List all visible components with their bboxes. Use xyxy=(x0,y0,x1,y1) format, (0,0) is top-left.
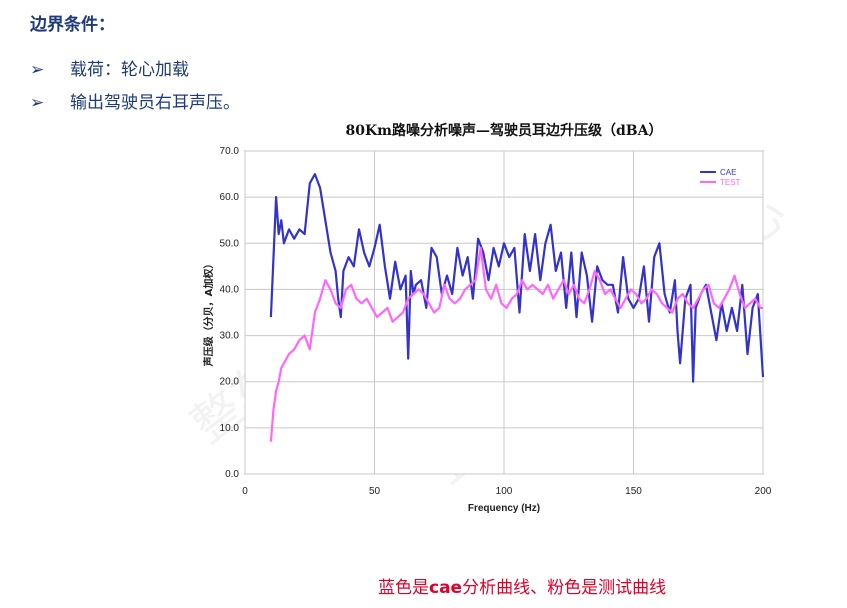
bullet-arrow-icon: ➢ xyxy=(30,60,45,80)
y-tick-label: 40.0 xyxy=(220,284,240,295)
page-heading: 边界条件： xyxy=(30,15,115,35)
y-axis-label: 声压级（分贝，A加权） xyxy=(202,259,215,368)
y-tick-label: 60.0 xyxy=(220,192,240,203)
series-line-cae xyxy=(269,173,765,383)
x-axis-label: Frequency (Hz) xyxy=(468,503,540,514)
x-tick-label: 100 xyxy=(496,486,513,497)
chart-caption: 蓝色是cae分析曲线、粉色是测试曲线 xyxy=(378,573,666,598)
caption-part2: 分析曲线、粉色是测试曲线 xyxy=(462,578,667,598)
bullet-item: ➢ 输出驾驶员右耳声压。 xyxy=(30,88,240,113)
caption-part1: 蓝色是 xyxy=(378,578,429,598)
y-tick-label: 20.0 xyxy=(220,377,240,388)
bullet-text: 输出驾驶员右耳声压。 xyxy=(70,93,240,113)
y-tick-label: 70.0 xyxy=(220,146,240,157)
y-tick-label: 30.0 xyxy=(220,331,240,342)
chart-title: 80Km路噪分析噪声—驾驶员耳边升压级（dBA） xyxy=(345,123,663,139)
series-line-test xyxy=(269,246,763,442)
x-tick-label: 150 xyxy=(625,486,642,497)
bullet-item: ➢ 载荷：轮心加载 xyxy=(30,55,189,80)
bullet-text: 载荷：轮心加载 xyxy=(70,60,189,80)
y-tick-label: 10.0 xyxy=(220,423,240,434)
y-tick-label: 50.0 xyxy=(220,238,240,249)
legend-label-cae: CAE xyxy=(720,168,736,177)
y-tick-label: 0.0 xyxy=(225,469,239,480)
bullet-arrow-icon: ➢ xyxy=(30,93,45,113)
x-tick-label: 50 xyxy=(369,486,381,497)
x-tick-label: 200 xyxy=(755,486,772,497)
caption-cae: cae xyxy=(429,578,463,598)
legend-label-test: TEST xyxy=(720,178,741,187)
x-tick-label: 0 xyxy=(242,486,248,497)
